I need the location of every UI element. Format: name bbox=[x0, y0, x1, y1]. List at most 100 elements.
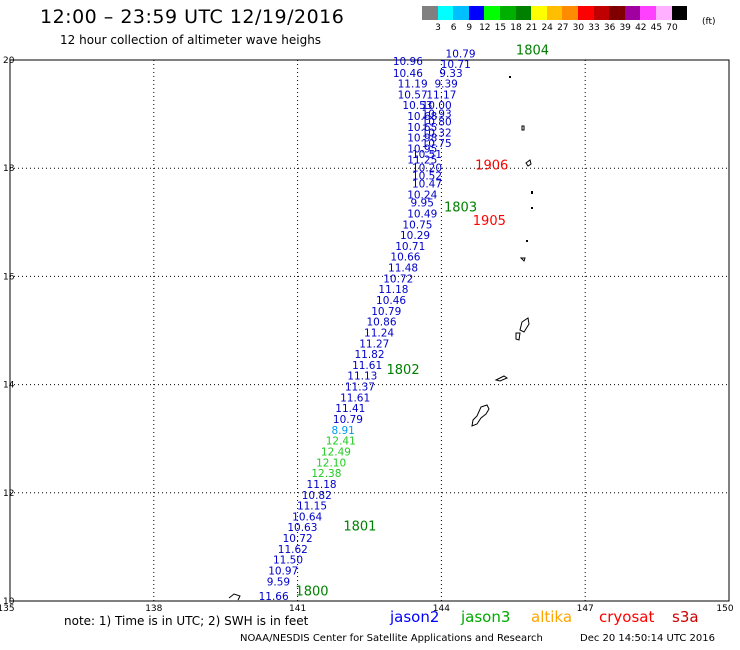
colorbar-label: 27 bbox=[557, 23, 569, 33]
wave-height-label: 9.33 bbox=[439, 68, 462, 80]
colorbar-swatch bbox=[546, 6, 563, 20]
wave-height-label: 9.39 bbox=[434, 79, 457, 91]
wave-height-label: 10.79 bbox=[446, 48, 476, 60]
wave-height-label: 11.18 bbox=[378, 284, 408, 296]
wave-height-label: 10.75 bbox=[422, 138, 452, 150]
lat-tick-label: 12 bbox=[3, 489, 14, 499]
wave-height-label: 11.50 bbox=[273, 555, 303, 567]
wave-height-label: 10.20 bbox=[412, 162, 442, 174]
island-rota bbox=[494, 375, 509, 382]
wave-height-label: 10.80 bbox=[422, 116, 452, 128]
wave-height-label: 10.66 bbox=[390, 252, 420, 264]
wave-height-label: 10.72 bbox=[283, 533, 313, 545]
legend-item-jason3: jason3 bbox=[461, 608, 511, 626]
colorbar-label: 3 bbox=[435, 23, 441, 33]
island-pagan bbox=[525, 159, 532, 167]
pass-label: 1905 bbox=[473, 214, 506, 229]
wave-height-label: 10.29 bbox=[400, 230, 430, 242]
wave-height-label: 10.95 bbox=[407, 144, 437, 156]
island-ngulu bbox=[228, 593, 241, 601]
colorbar-swatch bbox=[609, 6, 625, 20]
wave-height-label: 10.24 bbox=[407, 189, 437, 201]
colorbar-swatch bbox=[562, 6, 578, 20]
colorbar-swatch bbox=[578, 6, 594, 20]
lat-tick-label: 10 bbox=[3, 597, 15, 607]
wave-height-label: 10.79 bbox=[333, 414, 363, 426]
lon-tick-label: 135 bbox=[0, 604, 15, 614]
wave-height-label: 10.00 bbox=[422, 100, 452, 112]
lon-tick-label: 144 bbox=[433, 604, 450, 614]
colorbar-label: 30 bbox=[572, 23, 585, 33]
colorbar-swatch bbox=[515, 6, 532, 20]
wave-height-labels: 11.669.5910.9711.5011.6210.7210.6310.641… bbox=[259, 48, 476, 603]
colorbar-label: 18 bbox=[510, 23, 522, 33]
page-title: 12:00 – 23:59 UTC 12/19/2016 bbox=[40, 6, 345, 28]
wave-height-label: 10.71 bbox=[395, 241, 425, 253]
wave-height-label: 10.72 bbox=[383, 273, 413, 285]
legend-item-altika: altika bbox=[531, 608, 573, 626]
wave-height-label: 10.64 bbox=[292, 511, 322, 523]
wave-height-label: 10.57 bbox=[398, 89, 428, 101]
wave-height-label: 10.32 bbox=[422, 127, 452, 139]
colorbar-swatch bbox=[671, 6, 688, 20]
lat-tick-label: 16 bbox=[3, 272, 15, 282]
wave-height-label: 10.53 bbox=[402, 100, 432, 112]
colorbar-swatch bbox=[656, 6, 672, 20]
wave-height-label: 10.51 bbox=[412, 149, 442, 161]
colorbar-swatch bbox=[500, 6, 516, 20]
colorbar-label: 9 bbox=[466, 23, 473, 33]
colorbar-swatch bbox=[624, 6, 641, 20]
island-saipan bbox=[519, 317, 530, 333]
page-subtitle: 12 hour collection of altimeter wave hei… bbox=[60, 33, 322, 47]
lat-tick-label: 18 bbox=[3, 164, 15, 174]
colorbar-swatch bbox=[531, 6, 547, 20]
legend-item-cryosat: cryosat bbox=[599, 608, 655, 626]
wave-height-label: 10.93 bbox=[422, 108, 452, 120]
footer-timestamp: Dec 20 14:50:14 UTC 2016 bbox=[580, 633, 715, 644]
lon-tick-label: 141 bbox=[289, 604, 306, 614]
wave-height-label: 11.62 bbox=[278, 544, 308, 556]
colorbar-label: 39 bbox=[619, 23, 631, 33]
map-frame bbox=[9, 59, 730, 602]
lat-tick-label: 20 bbox=[3, 56, 15, 66]
wave-height-label: 8.91 bbox=[331, 425, 354, 437]
island-anatahan bbox=[519, 257, 526, 262]
wave-height-label: 10.46 bbox=[376, 295, 406, 307]
wave-height-label: 10.49 bbox=[407, 208, 437, 220]
wave-height-label: 10.65 bbox=[407, 122, 437, 134]
colorbar-label: 45 bbox=[650, 23, 663, 33]
lon-tick-label: 138 bbox=[145, 604, 162, 614]
colorbar-label: 12 bbox=[479, 23, 491, 33]
island-guam bbox=[471, 404, 490, 427]
footer-note: note: 1) Time is in UTC; 2) SWH is in fe… bbox=[64, 614, 309, 628]
wave-height-label: 11.17 bbox=[426, 89, 456, 101]
wave-height-label: 11.37 bbox=[345, 382, 375, 394]
colorbar-label: 15 bbox=[494, 23, 507, 33]
pass-label: 1906 bbox=[475, 158, 508, 173]
colorbar-swatch bbox=[453, 6, 469, 20]
pass-label: 1803 bbox=[444, 200, 477, 215]
wave-height-label: 11.18 bbox=[307, 479, 337, 491]
wave-height-label: 11.15 bbox=[297, 501, 327, 513]
wave-height-label: 10.86 bbox=[366, 317, 396, 329]
island-alamagan bbox=[531, 191, 533, 194]
island-agrihan bbox=[521, 125, 525, 131]
legend-item-jason2: jason2 bbox=[390, 608, 440, 626]
colorbar-label: 42 bbox=[635, 23, 647, 33]
wave-height-label: 11.13 bbox=[347, 371, 377, 383]
wave-height-label: 11.25 bbox=[407, 154, 437, 166]
wave-height-label: 10.97 bbox=[268, 565, 298, 577]
colorbar-swatch bbox=[640, 6, 656, 20]
lon-tick-label: 150 bbox=[716, 604, 733, 614]
colorbar-swatch bbox=[468, 6, 485, 20]
wave-height-label: 10.71 bbox=[441, 59, 471, 71]
wave-height-label: 11.82 bbox=[354, 349, 384, 361]
lon-tick-label: 147 bbox=[577, 604, 594, 614]
wave-height-label: 11.48 bbox=[388, 263, 418, 275]
wave-height-label: 10.46 bbox=[393, 68, 423, 80]
islands bbox=[228, 76, 533, 601]
pass-label: 1804 bbox=[516, 44, 549, 59]
wave-height-label: 10.47 bbox=[412, 179, 442, 191]
map-axis-ticks: 135 138 141 144 147 150 10 12 14 16 18 20 bbox=[0, 56, 734, 614]
